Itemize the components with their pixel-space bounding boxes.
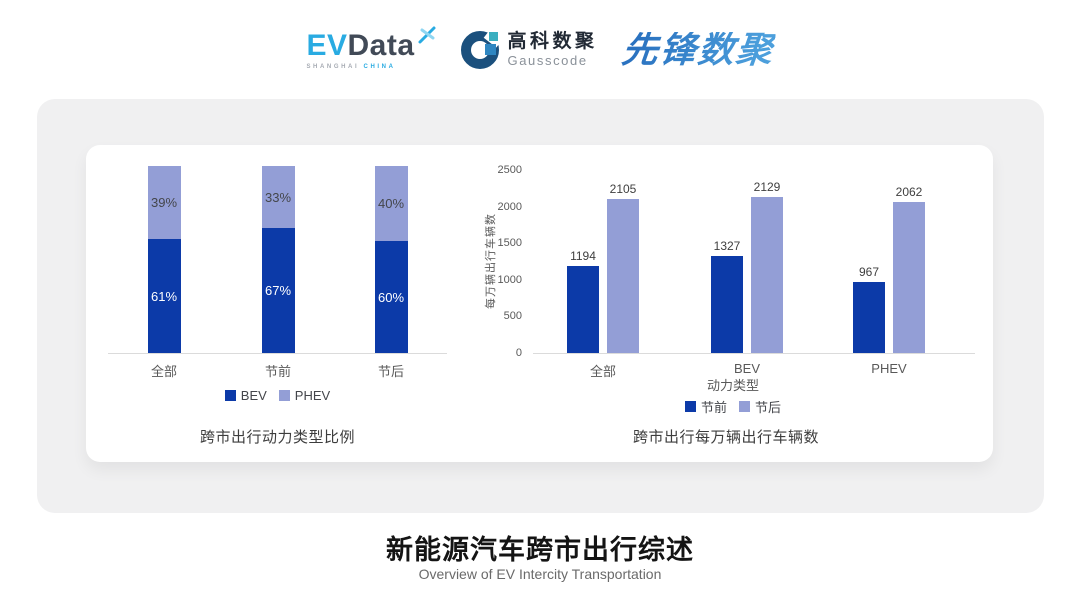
value-label: 2129 bbox=[753, 180, 781, 195]
legend-item: 节前 bbox=[684, 397, 727, 416]
value-label: 967 bbox=[858, 265, 880, 280]
footer-title: 新能源汽车跨市出行综述 bbox=[386, 535, 694, 565]
stacked-bar: 40% 60% bbox=[374, 166, 408, 353]
gausscode-cn: 高科数聚 bbox=[507, 30, 598, 52]
gausscode-square-teal bbox=[488, 32, 498, 41]
bar-segment-phev: 33% bbox=[261, 166, 295, 228]
gausscode-logo: 高科数聚 Gausscode bbox=[460, 27, 598, 69]
stacked-chart-plot: 39% 61% 全部 33% 67% 节前 40% 60% 节后 bbox=[108, 145, 447, 379]
legend-item: BEV bbox=[224, 388, 267, 403]
legend-swatch bbox=[739, 401, 750, 412]
category-label: BEV bbox=[733, 361, 760, 376]
bar bbox=[751, 197, 783, 353]
bar-segment-phev: 39% bbox=[147, 166, 181, 239]
bar-segment-bev: 60% bbox=[374, 241, 408, 353]
legend-item: 节后 bbox=[739, 397, 781, 416]
category-label: 节前 bbox=[264, 364, 291, 379]
grouped-bar-chart: 每万辆出行车辆数 0 500 1000 1500 2000 2500 1194 2105 全部 1… bbox=[476, 145, 976, 462]
value-label: 2062 bbox=[895, 185, 923, 200]
x-axis-line bbox=[533, 353, 975, 354]
y-tick-label: 500 bbox=[503, 310, 522, 323]
bar-segment-phev: 40% bbox=[374, 166, 408, 241]
y-tick-label: 1500 bbox=[497, 237, 522, 250]
bar bbox=[567, 265, 599, 353]
footer-subtitle: Overview of EV Intercity Transportation bbox=[418, 566, 662, 582]
stacked-bar: 39% 61% bbox=[147, 166, 181, 353]
bar-segment-bev: 67% bbox=[261, 228, 295, 353]
bar bbox=[893, 202, 925, 353]
legend-label: 节前 bbox=[700, 400, 727, 415]
left-chart-title: 跨市出行动力类型比例 bbox=[199, 429, 355, 446]
pioneer-logo: 先锋数聚 bbox=[619, 29, 776, 70]
y-tick-label: 2500 bbox=[497, 164, 522, 176]
right-chart-title: 跨市出行每万辆出行车辆数 bbox=[632, 429, 819, 446]
gausscode-square-blue bbox=[484, 44, 496, 55]
evdata-sub-shanghai: SHANGHAI bbox=[306, 63, 360, 70]
legend-item: PHEV bbox=[278, 388, 331, 403]
category-label: 全部 bbox=[150, 364, 177, 379]
value-label: 1327 bbox=[713, 238, 741, 253]
stacked-chart-legend: BEV PHEV bbox=[108, 388, 447, 403]
legend-label: 节后 bbox=[755, 400, 782, 415]
bar-segment-bev: 61% bbox=[147, 239, 181, 353]
charts-panel: 39% 61% 全部 33% 67% 节前 40% 60% 节后 BEV PHEV 跨市出行动力类… bbox=[86, 145, 993, 462]
y-tick-label: 0 bbox=[515, 347, 522, 359]
evdata-wordmark: EV Data bbox=[306, 26, 436, 62]
x-axis-label: 动力类型 bbox=[706, 378, 759, 393]
legend-label: PHEV bbox=[294, 388, 331, 403]
legend-swatch bbox=[224, 390, 236, 401]
y-tick-label: 2000 bbox=[497, 200, 522, 213]
bar bbox=[853, 282, 885, 353]
stacked-bar-chart: 39% 61% 全部 33% 67% 节前 40% 60% 节后 BEV PHEV 跨市出行动力类… bbox=[108, 145, 447, 462]
stacked-bar: 33% 67% bbox=[261, 166, 295, 353]
evdata-subtitle: SHANGHAI CHINA bbox=[306, 64, 436, 70]
bar bbox=[607, 198, 639, 353]
evdata-data-text: Data bbox=[347, 28, 415, 62]
gausscode-g-icon bbox=[460, 27, 504, 69]
legend-label: BEV bbox=[240, 388, 267, 403]
evdata-sub-china: CHINA bbox=[363, 63, 396, 70]
header-logos: EV Data SHANGHAI CHINA 高科数聚 Gau bbox=[0, 18, 1080, 82]
value-label: 1194 bbox=[570, 248, 596, 263]
gausscode-text: 高科数聚 Gausscode bbox=[507, 30, 598, 69]
value-label: 2105 bbox=[609, 181, 637, 196]
category-label: 节后 bbox=[377, 364, 404, 379]
grouped-chart-legend: 节前 节后 bbox=[533, 397, 933, 416]
y-tick-label: 1000 bbox=[497, 273, 522, 286]
evdata-logo: EV Data SHANGHAI CHINA bbox=[306, 26, 436, 70]
evdata-spark-icon bbox=[418, 26, 436, 43]
evdata-ev-text: EV bbox=[306, 28, 348, 62]
legend-swatch bbox=[278, 390, 290, 401]
category-label: 全部 bbox=[589, 364, 616, 379]
grouped-chart-plot: 每万辆出行车辆数 0 500 1000 1500 2000 2500 1194 2105 全部 1… bbox=[476, 145, 976, 379]
legend-swatch bbox=[684, 401, 696, 412]
x-axis-line bbox=[108, 353, 447, 354]
gausscode-en: Gausscode bbox=[507, 53, 588, 69]
bar bbox=[711, 255, 743, 353]
report-card: 39% 61% 全部 33% 67% 节前 40% 60% 节后 BEV PHEV 跨市出行动力类… bbox=[37, 99, 1044, 513]
category-label: PHEV bbox=[871, 361, 907, 376]
